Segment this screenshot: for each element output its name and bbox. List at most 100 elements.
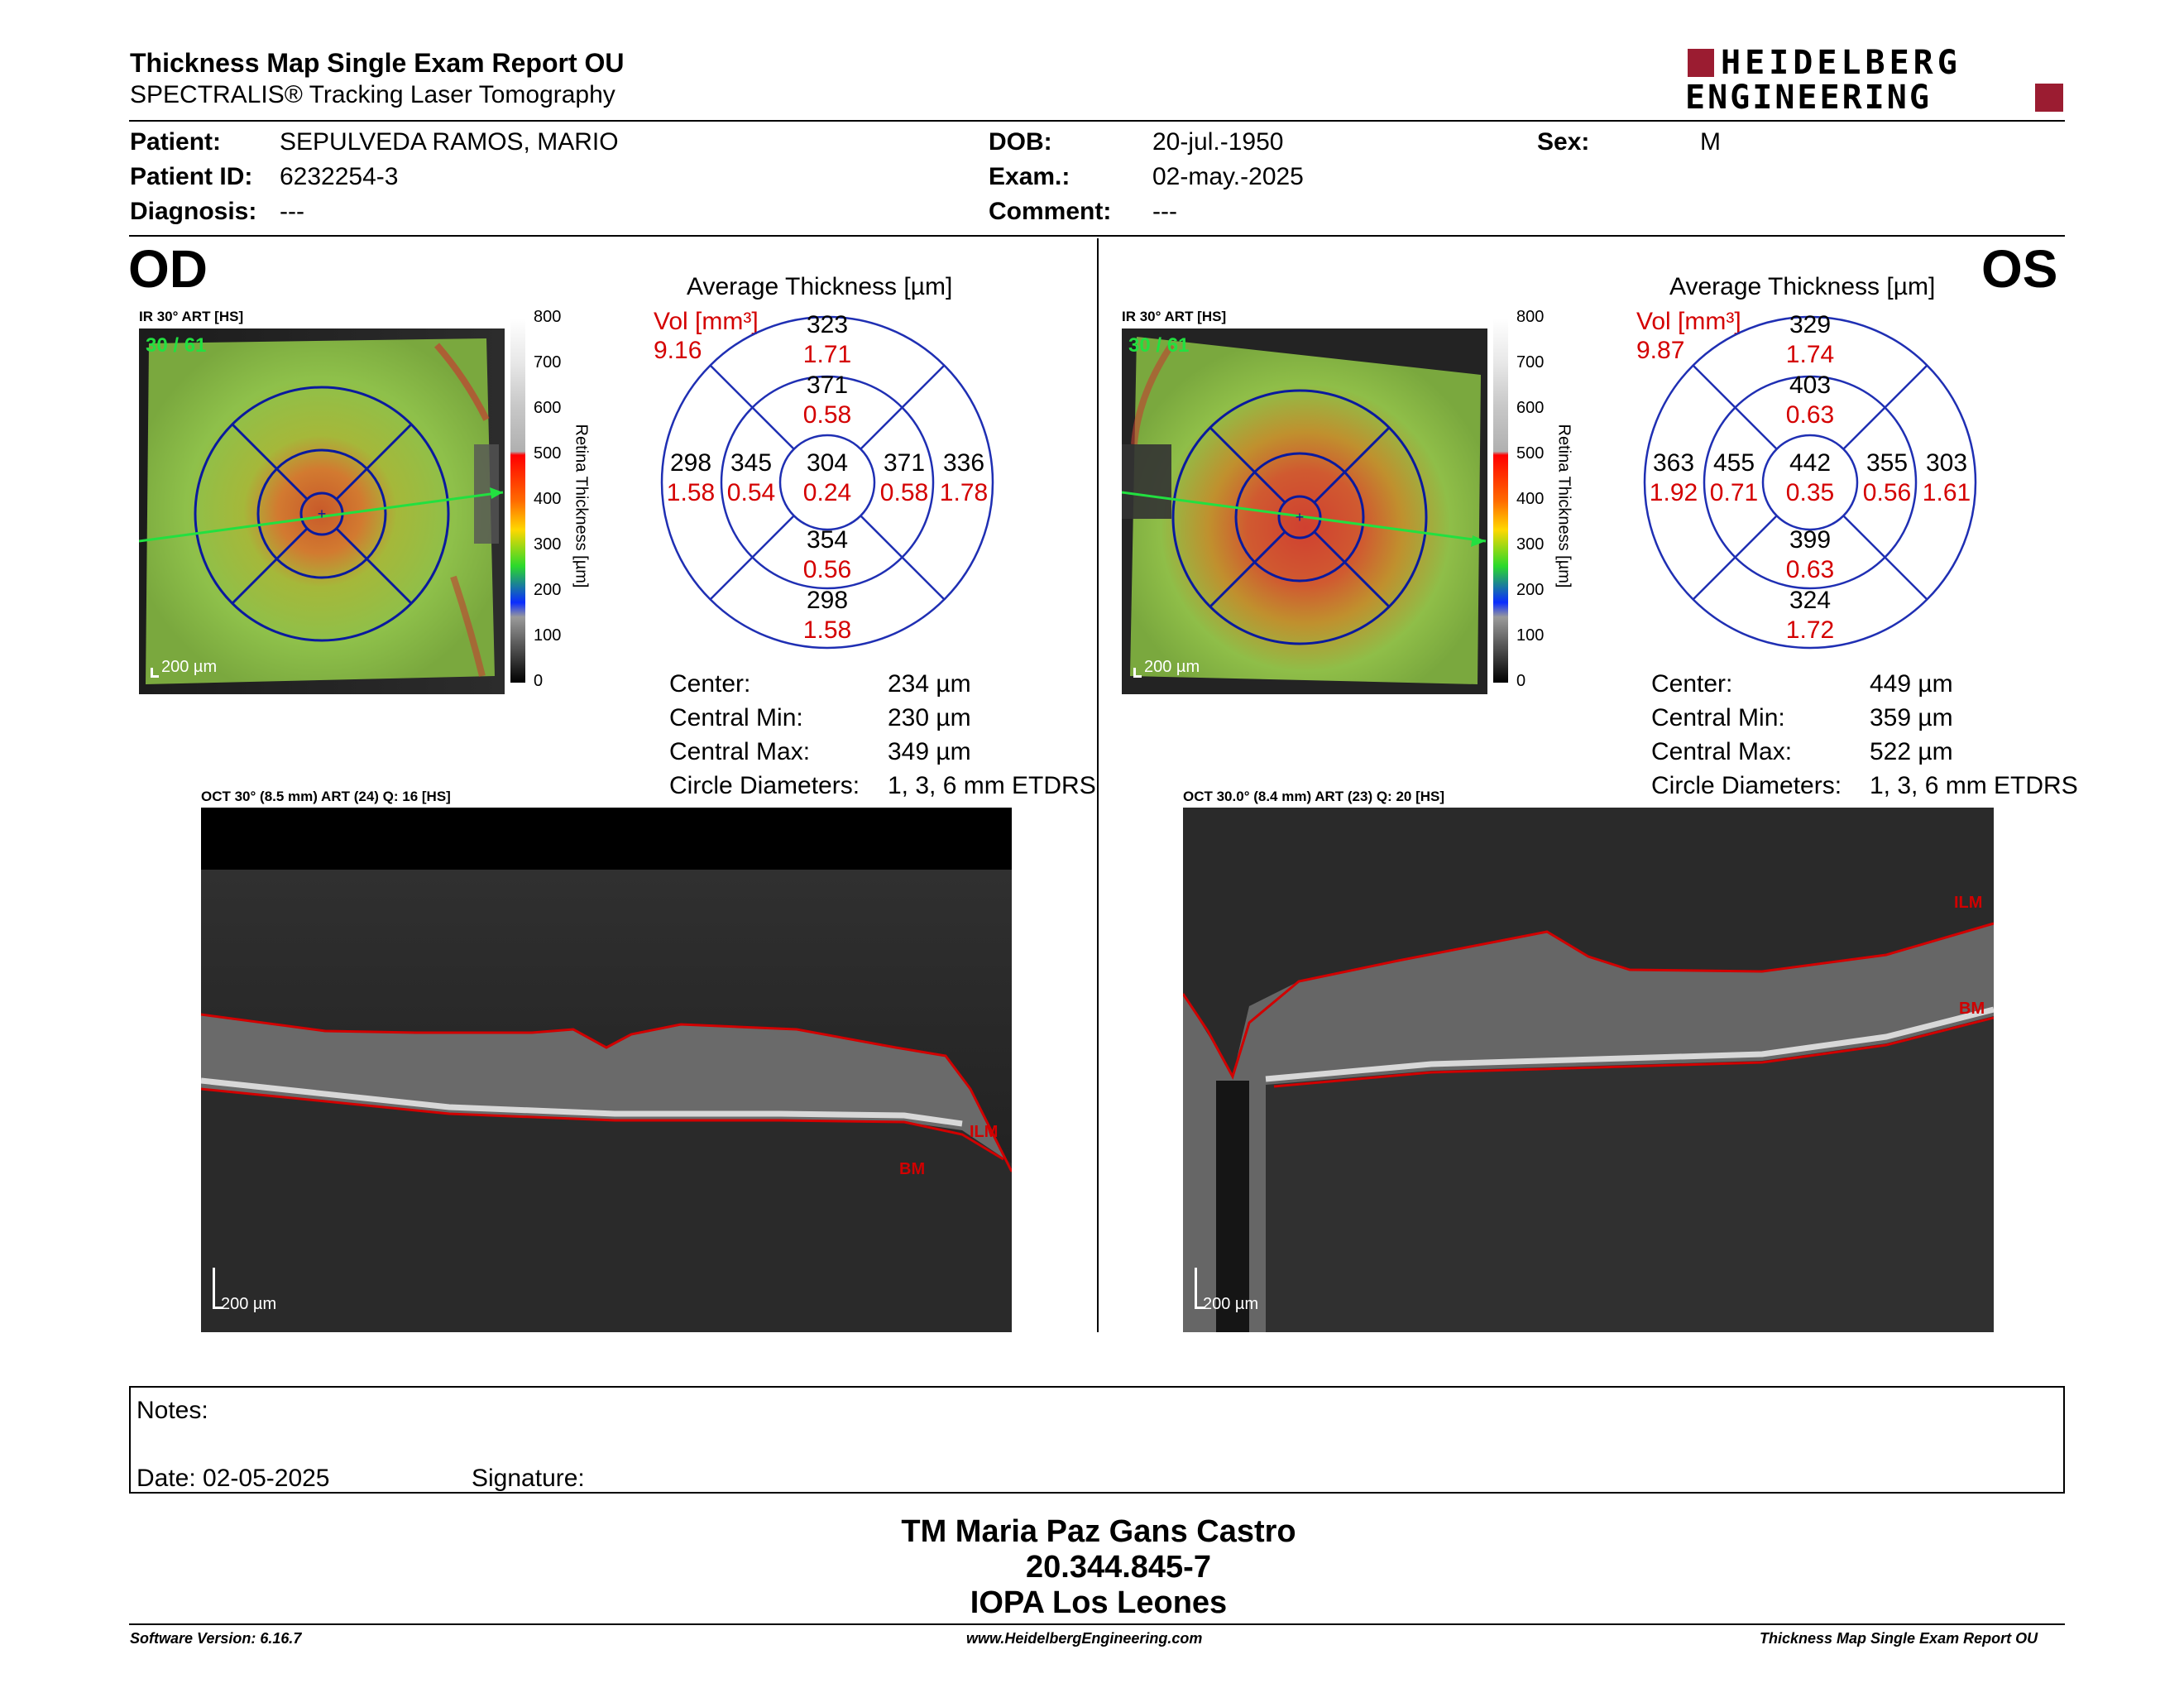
od-stat-label: Central Max: (669, 738, 811, 765)
patient-id-label: Patient ID: (130, 163, 253, 190)
os-stat-label: Center: (1651, 670, 1733, 698)
od-inner-sup-thickness: 371 (806, 372, 849, 399)
os-stat-label: Central Min: (1651, 704, 1785, 731)
od-stat-value: 230 µm (888, 704, 971, 731)
center-divider (1097, 238, 1099, 1332)
od-colorbar-tick: 500 (534, 444, 562, 463)
exam-value: 02-may.-2025 (1152, 163, 1304, 190)
od-outer-right-thickness: 336 (942, 449, 985, 477)
od-colorbar (510, 319, 525, 683)
logo-line-2: ENGINEERING (1685, 79, 1932, 117)
os-stat-value: 359 µm (1870, 704, 1953, 731)
sex-value: M (1700, 128, 1721, 156)
od-oct-scale: 200 µm (221, 1295, 277, 1313)
os-colorbar-tick: 600 (1516, 399, 1545, 417)
os-colorbar-tick: 100 (1516, 626, 1545, 645)
od-bm-label: BM (899, 1160, 926, 1178)
patient-name: SEPULVEDA RAMOS, MARIO (280, 128, 619, 156)
od-colorbar-tick: 200 (534, 581, 562, 599)
od-outer-sup-volume: 1.71 (802, 341, 852, 368)
od-inner-right-volume: 0.58 (879, 479, 929, 506)
od-inner-right-thickness: 371 (883, 449, 926, 477)
os-inner-sup-volume: 0.63 (1785, 401, 1835, 429)
dob-value: 20-jul.-1950 (1152, 128, 1284, 156)
od-etdrs-grid (660, 315, 994, 650)
os-colorbar-title: Retina Thickness [µm] (1554, 424, 1573, 588)
os-frame-counter: 30 / 61 (1128, 334, 1190, 357)
od-inner-left-volume: 0.54 (726, 479, 776, 506)
od-colorbar-tick: 0 (534, 672, 544, 690)
od-stat-value: 234 µm (888, 670, 971, 698)
od-outer-inf-volume: 1.58 (802, 616, 852, 644)
logo-line-1: HEIDELBERG (1721, 44, 1961, 82)
os-colorbar-tick: 200 (1516, 581, 1545, 599)
os-oct-scale: 200 µm (1203, 1295, 1259, 1313)
os-center-thickness: 442 (1789, 449, 1832, 477)
os-outer-left-volume: 1.92 (1649, 479, 1698, 506)
os-stat-label: Central Max: (1651, 738, 1793, 765)
notes-box[interactable] (129, 1386, 2065, 1494)
diagnosis-value: --- (280, 198, 304, 225)
dob-label: DOB: (989, 128, 1052, 156)
os-colorbar-tick: 400 (1516, 490, 1545, 508)
od-inner-inf-thickness: 354 (806, 526, 849, 554)
comment-label: Comment: (989, 198, 1112, 225)
os-ir-label: IR 30° ART [HS] (1122, 309, 1227, 324)
od-stat-label: Center: (669, 670, 751, 698)
os-ilm-label: ILM (1954, 894, 1983, 912)
od-outer-inf-thickness: 298 (806, 587, 849, 614)
os-outer-left-thickness: 363 (1652, 449, 1695, 477)
website-link[interactable]: www.HeidelbergEngineering.com (966, 1630, 1203, 1647)
os-outer-right-thickness: 303 (1925, 449, 1968, 477)
sex-label: Sex: (1537, 128, 1590, 156)
od-outer-left-volume: 1.58 (666, 479, 716, 506)
os-outer-right-volume: 1.61 (1922, 479, 1971, 506)
od-frame-counter: 30 / 61 (146, 334, 207, 357)
signer-place: IOPA Los Leones (970, 1585, 1228, 1620)
os-colorbar-tick: 800 (1516, 308, 1545, 326)
svg-text:+: + (1296, 509, 1305, 525)
os-inner-right-thickness: 355 (1866, 449, 1909, 477)
os-colorbar (1493, 319, 1508, 683)
od-outer-right-volume: 1.78 (939, 479, 989, 506)
os-stat-label: Circle Diameters: (1651, 772, 1842, 799)
od-colorbar-tick: 400 (534, 490, 562, 508)
os-vol-label: Vol [mm³] (1636, 308, 1741, 335)
os-inner-inf-volume: 0.63 (1785, 556, 1835, 583)
date-label: Date: 02-05-2025 (136, 1465, 330, 1492)
od-inner-inf-volume: 0.56 (802, 556, 852, 583)
os-colorbar-tick: 500 (1516, 444, 1545, 463)
od-avg-title: Average Thickness [µm] (687, 273, 953, 300)
od-inner-left-thickness: 345 (730, 449, 773, 477)
od-oct-scan (200, 808, 1013, 1332)
os-oct-label: OCT 30.0° (8.4 mm) ART (23) Q: 20 [HS] (1183, 789, 1445, 804)
os-eye-label: OS (1981, 239, 2058, 299)
os-inner-left-volume: 0.71 (1709, 479, 1759, 506)
notes-label: Notes: (136, 1397, 208, 1424)
footer-report-name: Thickness Map Single Exam Report OU (1760, 1630, 2038, 1647)
os-map-scale: 200 µm (1144, 658, 1200, 676)
software-version: Software Version: 6.16.7 (130, 1630, 302, 1647)
od-thickness-map: + (138, 328, 505, 694)
os-inner-sup-thickness: 403 (1789, 372, 1832, 399)
os-outer-sup-volume: 1.74 (1785, 341, 1835, 368)
od-stat-label: Circle Diameters: (669, 772, 860, 799)
os-inner-right-volume: 0.56 (1862, 479, 1912, 506)
comment-value: --- (1152, 198, 1177, 225)
os-oct-scan (1181, 808, 1995, 1332)
os-etdrs-grid (1643, 315, 1977, 650)
od-stat-label: Central Min: (669, 704, 803, 731)
od-grid-values: 323 1.71 371 0.58 304 0.24 354 0.56 298 … (658, 311, 997, 652)
signature-label: Signature: (472, 1465, 585, 1492)
os-stat-value: 1, 3, 6 mm ETDRS (1870, 772, 2078, 799)
os-outer-inf-thickness: 324 (1789, 587, 1832, 614)
os-outer-inf-volume: 1.72 (1785, 616, 1835, 644)
signer-name: TM Maria Paz Gans Castro (901, 1514, 1296, 1549)
os-center-volume: 0.35 (1785, 479, 1835, 506)
heidelberg-logo: HEIDELBERG ENGINEERING (1684, 44, 2068, 117)
od-vol-value: 9.16 (654, 337, 702, 364)
od-ir-label: IR 30° ART [HS] (139, 309, 244, 324)
od-colorbar-tick: 600 (534, 399, 562, 417)
od-center-volume: 0.24 (802, 479, 852, 506)
svg-text:+: + (318, 506, 327, 522)
